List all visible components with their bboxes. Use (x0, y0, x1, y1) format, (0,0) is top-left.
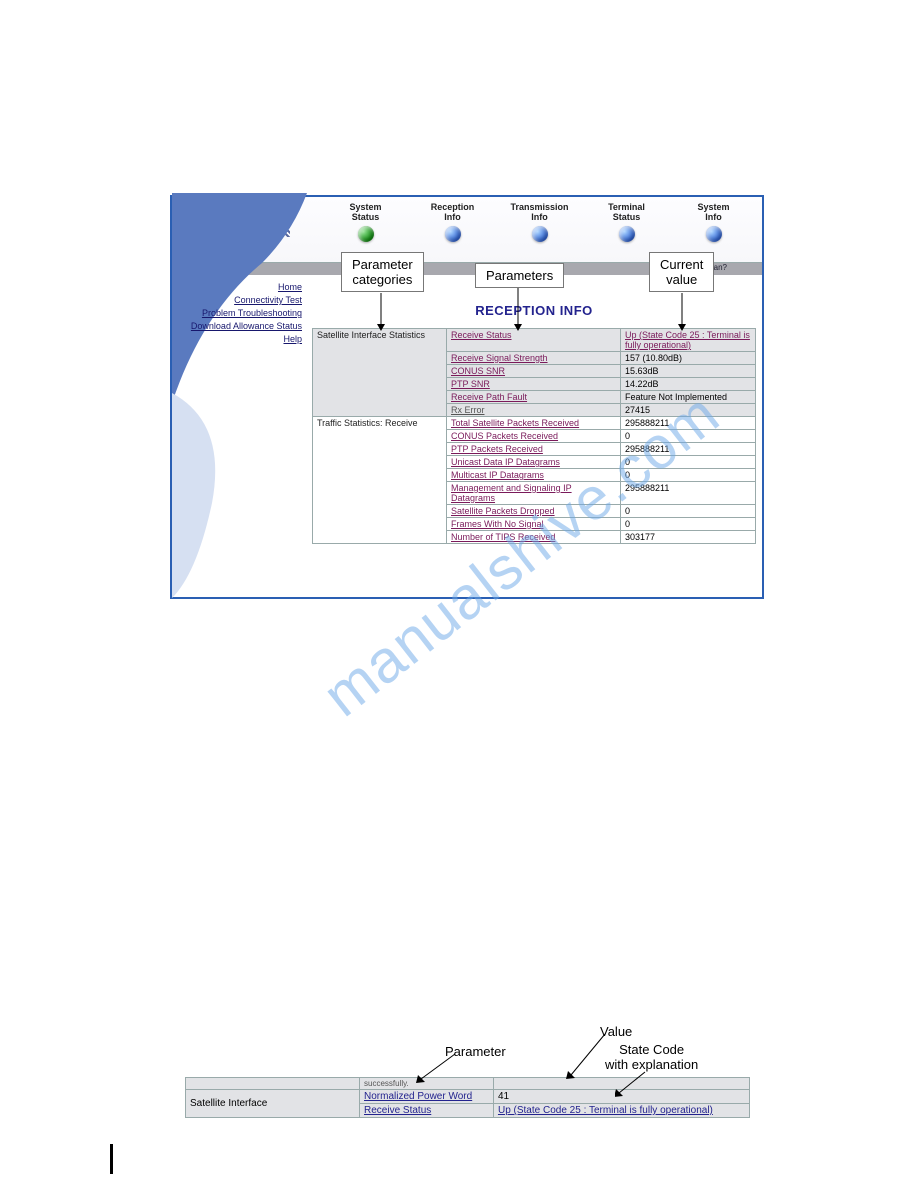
param-cell: Multicast IP Datagrams (447, 469, 621, 482)
arrow-icon (512, 287, 524, 331)
value-cell: 0 (621, 505, 756, 518)
param-link[interactable]: Rx Error (451, 405, 485, 415)
param-link[interactable]: CONUS SNR (451, 366, 505, 376)
sidebar-link-download-allowance-status[interactable]: Download Allowance Status (191, 320, 302, 333)
value-cell: 295888211 (621, 482, 756, 505)
param-link[interactable]: Unicast Data IP Datagrams (451, 457, 560, 467)
value-link[interactable]: Up (State Code 25 : Terminal is fully op… (498, 1105, 713, 1116)
param-cell: Unicast Data IP Datagrams (447, 456, 621, 469)
nav-system-info[interactable]: SystemInfo (676, 202, 751, 242)
param-cell: Receive Path Fault (447, 391, 621, 404)
param-cell: Frames With No Signal (447, 518, 621, 531)
value-cell: 295888211 (621, 417, 756, 430)
nav-reception-info[interactable]: ReceptionInfo (415, 202, 490, 242)
status-orb-icon (532, 226, 548, 242)
category-cell: Satellite Interface (186, 1090, 360, 1118)
sidebar-link-help[interactable]: Help (191, 333, 302, 346)
value-cell: 0 (621, 469, 756, 482)
page-edge-mark (110, 1144, 113, 1174)
param-link[interactable]: Receive Status (451, 330, 512, 340)
param-cell: Rx Error (447, 404, 621, 417)
label-state-code: State Code with explanation (605, 1042, 698, 1072)
nav-system-status[interactable]: SystemStatus (328, 202, 403, 242)
param-link[interactable]: Receive Path Fault (451, 392, 527, 402)
value-cell: Up (State Code 25 : Terminal is fully op… (621, 329, 756, 352)
param-cell: Receive Status (447, 329, 621, 352)
sidebar-bg (172, 193, 307, 598)
param-link[interactable]: Receive Status (364, 1105, 431, 1116)
param-link[interactable]: CONUS Packets Received (451, 431, 558, 441)
value-cell: 303177 (621, 531, 756, 544)
category-cell: Satellite Interface Statistics (313, 329, 447, 417)
arrow-icon (565, 1032, 615, 1080)
param-link[interactable]: Number of TIPS Received (451, 532, 555, 542)
param-cell: CONUS SNR (447, 365, 621, 378)
value-cell: Feature Not Implemented (621, 391, 756, 404)
value-cell: 14.22dB (621, 378, 756, 391)
param-link[interactable]: Satellite Packets Dropped (451, 506, 555, 516)
sidebar-link-home[interactable]: Home (191, 281, 302, 294)
param-cell: Receive Signal Strength (447, 352, 621, 365)
callout-param-categories: Parameter categories (341, 252, 424, 292)
nav-transmission-info[interactable]: TransmissionInfo (502, 202, 577, 242)
sidebar-links: HomeConnectivity TestProblem Troubleshoo… (191, 281, 302, 346)
arrow-icon (615, 1070, 675, 1098)
value-cell: 0 (621, 518, 756, 531)
param-cell: Satellite Packets Dropped (447, 505, 621, 518)
value-cell: 0 (621, 456, 756, 469)
snippet-labels: Parameter Value State Code with explanat… (185, 1022, 750, 1077)
state-code-snippet: Parameter Value State Code with explanat… (185, 1022, 750, 1118)
param-cell: Receive Status (360, 1104, 494, 1118)
nav-buttons: SystemStatus ReceptionInfo TransmissionInf… (322, 202, 757, 242)
param-cell: Management and Signaling IP Datagrams (447, 482, 621, 505)
param-link[interactable]: Management and Signaling IP Datagrams (451, 483, 572, 503)
value-link[interactable]: Up (State Code 25 : Terminal is fully op… (625, 330, 750, 350)
status-orb-icon (358, 226, 374, 242)
param-cell: Total Satellite Packets Received (447, 417, 621, 430)
arrow-icon (676, 293, 688, 331)
value-cell: 0 (621, 430, 756, 443)
arrow-icon (415, 1052, 465, 1084)
sidebar: HomeConnectivity TestProblem Troubleshoo… (172, 193, 307, 598)
param-link[interactable]: Multicast IP Datagrams (451, 470, 544, 480)
category-cell: Traffic Statistics: Receive (313, 417, 447, 544)
param-cell: CONUS Packets Received (447, 430, 621, 443)
value-cell: 295888211 (621, 443, 756, 456)
arrow-icon (375, 293, 387, 331)
stats-table: Satellite Interface Statistics Receive St… (312, 328, 756, 544)
value-cell: 15.63dB (621, 365, 756, 378)
status-orb-icon (445, 226, 461, 242)
param-link[interactable]: Receive Signal Strength (451, 353, 548, 363)
param-link[interactable]: Frames With No Signal (451, 519, 544, 529)
param-link[interactable]: PTP Packets Received (451, 444, 543, 454)
param-link[interactable]: Normalized Power Word (364, 1091, 472, 1102)
callout-parameters: Parameters (475, 263, 564, 288)
content-body: HomeConnectivity TestProblem Troubleshoo… (172, 275, 762, 605)
nav-terminal-status[interactable]: TerminalStatus (589, 202, 664, 242)
status-orb-icon (706, 226, 722, 242)
status-orb-icon (619, 226, 635, 242)
param-cell: PTP Packets Received (447, 443, 621, 456)
param-cell: Number of TIPS Received (447, 531, 621, 544)
param-link[interactable]: PTP SNR (451, 379, 490, 389)
param-link[interactable]: Total Satellite Packets Received (451, 418, 579, 428)
value-cell: 157 (10.80dB) (621, 352, 756, 365)
sidebar-link-problem-troubleshooting[interactable]: Problem Troubleshooting (191, 307, 302, 320)
value-cell: 27415 (621, 404, 756, 417)
callout-current-value: Current value (649, 252, 714, 292)
param-cell: Normalized Power Word (360, 1090, 494, 1104)
sidebar-link-connectivity-test[interactable]: Connectivity Test (191, 294, 302, 307)
param-cell: PTP SNR (447, 378, 621, 391)
value-cell: Up (State Code 25 : Terminal is fully op… (493, 1104, 749, 1118)
